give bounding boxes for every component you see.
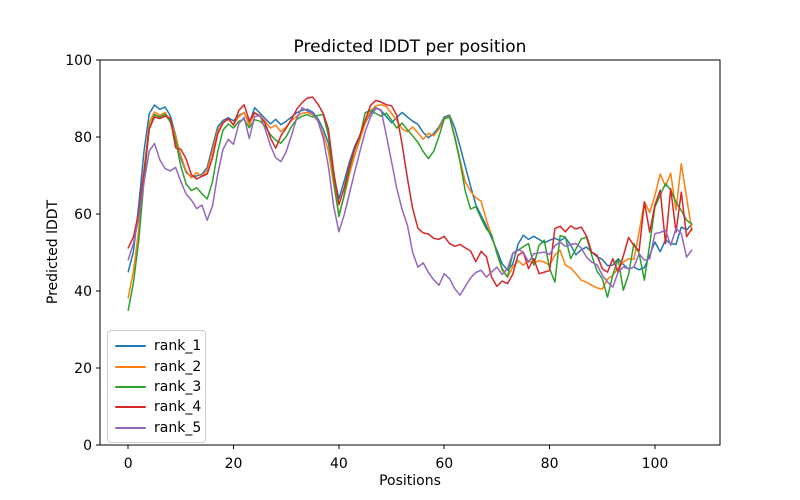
legend-item-rank_3: rank_3 [115, 377, 205, 397]
series-line-rank_4 [127, 96, 693, 288]
legend-item-rank_5: rank_5 [115, 418, 205, 438]
legend-item-rank_2: rank_2 [115, 356, 205, 376]
legend-line-sample [115, 365, 146, 368]
x-tick-label: 40 [330, 456, 348, 472]
y-tick-label: 100 [65, 53, 92, 69]
y-tick-label: 80 [74, 130, 92, 146]
series-line-rank_5 [127, 106, 693, 296]
y-tick-label: 20 [74, 361, 92, 377]
legend-line-sample [115, 426, 146, 429]
y-tick-label: 60 [74, 207, 92, 223]
legend-line-sample [115, 345, 146, 348]
x-tick-label: 100 [642, 456, 669, 472]
axes-frame [99, 59, 721, 446]
legend-line-sample [115, 406, 146, 409]
legend-line-sample [115, 385, 146, 388]
y-tick-label: 0 [83, 438, 92, 454]
legend-label: rank_5 [154, 419, 202, 436]
legend-label: rank_3 [154, 378, 202, 395]
x-tick-label: 60 [435, 456, 453, 472]
legend-label: rank_1 [154, 338, 202, 355]
y-axis-label: Predicted lDDT [45, 199, 61, 305]
series-line-rank_3 [127, 109, 693, 312]
x-tick-label: 20 [225, 456, 243, 472]
legend-label: rank_4 [154, 399, 202, 416]
chart-title: Predicted lDDT per position [293, 37, 527, 57]
legend-item-rank_1: rank_1 [115, 336, 205, 356]
legend-item-rank_4: rank_4 [115, 397, 205, 417]
y-tick-label: 40 [74, 284, 92, 300]
x-axis-label: Positions [379, 473, 441, 489]
x-tick-label: 0 [124, 456, 133, 472]
legend-label: rank_2 [154, 358, 202, 375]
x-tick-label: 80 [541, 456, 559, 472]
legend: rank_1 rank_2 rank_3 rank_4 rank_5 [107, 330, 206, 443]
